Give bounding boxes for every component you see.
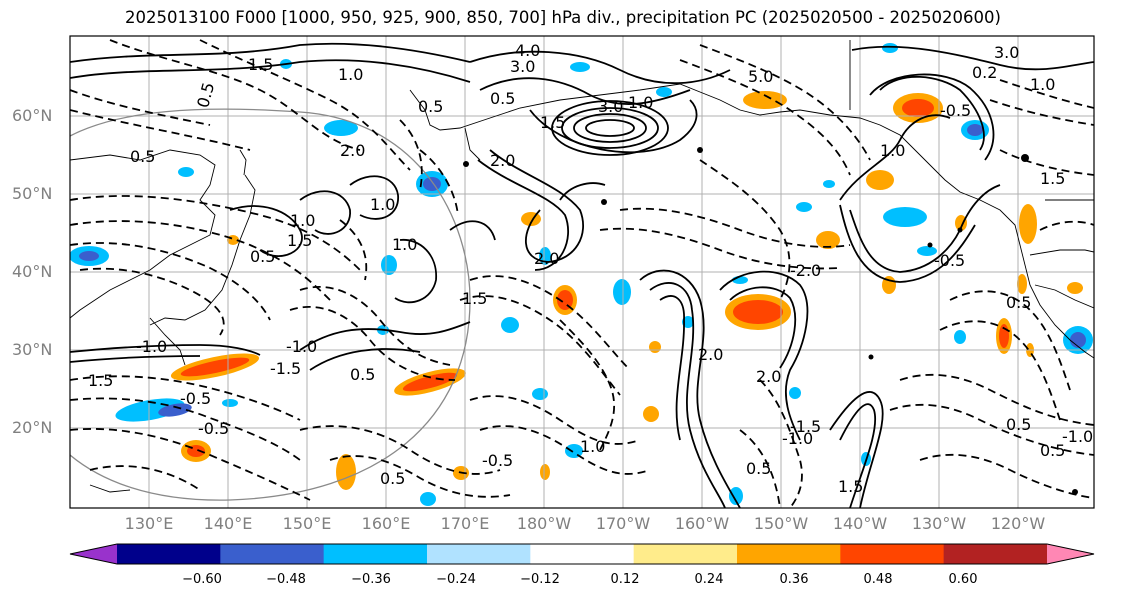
colorbar-segment [220,544,325,564]
contour-label: 1.0 [370,195,395,214]
lon-label: 150°W [753,514,809,533]
chart-title: 2025013100 F000 [1000, 950, 925, 900, 85… [125,8,1001,27]
contour-label: -0.5 [934,251,965,270]
contour-label: -1.0 [136,337,167,356]
colorbar-segment [530,544,635,564]
colorbar-tick-label: 0.48 [863,572,893,587]
contour-label: 0.5 [746,459,771,478]
colorbar-segment [117,544,221,564]
colorbar-tick-label: 0.36 [779,572,809,587]
contour-label: 1.0 [338,65,363,84]
contour-label: 1.5 [838,477,863,496]
contour-label: 1.0 [628,93,653,112]
colorbar-tick-label: −0.60 [182,572,222,587]
colorbar-segment [323,544,428,564]
contour-label: 2.0 [534,249,559,268]
contour-label: -1.0 [286,337,317,356]
colorbar-tick-label: −0.24 [436,572,476,587]
contour-label: -0.5 [482,451,513,470]
lon-label: 130°E [124,514,174,533]
lon-label: 120°W [990,514,1046,533]
contour-label: 2.0 [340,141,365,160]
colorbar-segments [117,544,1048,564]
contour-label: 2.0 [698,345,723,364]
contour-label: 3.0 [510,57,535,76]
contour-label: 1.0 [580,437,605,456]
contour-label: 5.0 [748,67,773,86]
lon-label: 140°W [832,514,888,533]
lon-label: 180°W [516,514,572,533]
positive-contours [70,42,1094,508]
contour-label: 2.0 [490,151,515,170]
contour-label: 0.5 [1006,293,1031,312]
negative-contours [70,39,1094,508]
contour-label: 1.0 [880,141,905,160]
lon-label: 140°E [203,514,253,533]
coastlines [70,40,1094,493]
contour-label: -2.0 [790,261,821,280]
lat-label: 60°N [12,106,53,125]
colorbar-max-extension [1047,544,1094,564]
contour-label: 0.5 [490,89,515,108]
colorbar-segment [427,544,531,564]
contour-label: 3.0 [598,97,623,116]
colorbar-segment [943,544,1048,564]
contour-label: 0.2 [972,63,997,82]
colorbar-tick-label: 0.12 [610,572,640,587]
contour-label: 0.5 [250,247,275,266]
contour-label: 0.5 [380,469,405,488]
lon-label: 130°W [911,514,967,533]
colorbar-tick-label: 0.24 [694,572,724,587]
lon-label: 160°E [361,514,411,533]
colorbar-segment [737,544,841,564]
contour-label: 1.5 [248,55,273,74]
colorbar-segment [633,544,738,564]
contour-label: -1.5 [790,417,821,436]
contour-label: 1.0 [1030,75,1055,94]
contour-label: -0.5 [180,389,211,408]
lon-label: 170°W [595,514,651,533]
contour-label: 1.0 [290,211,315,230]
contour-label: -0.5 [198,419,229,438]
contour-label: -1.0 [782,429,813,448]
colorbar-min-extension [70,544,117,564]
colorbar-tick-label: 0.60 [948,572,978,587]
colorbar-tick-label: −0.48 [266,572,306,587]
lon-label: 150°E [282,514,332,533]
contour-label: 2.0 [756,367,781,386]
contour-fragments [463,147,1078,495]
lat-label: 50°N [12,184,53,203]
contour-label: 4.0 [515,41,540,60]
lon-label: 160°W [674,514,730,533]
contour-label: 1.5 [540,113,565,132]
contour-label: 1.5 [88,371,113,390]
contour-label: 0.5 [130,147,155,166]
contour-label: 1.5 [462,289,487,308]
great-circle-arc [70,108,471,501]
colorbar [69,543,1095,565]
colorbar-segment [840,544,945,564]
lat-label: 20°N [12,418,53,437]
contour-label: 0.5 [1040,441,1065,460]
contour-label: -0.5 [940,101,971,120]
contour-label: 0.5 [350,365,375,384]
map-frame [69,35,1095,509]
lat-label: 40°N [12,262,53,281]
contour-label: 1.5 [287,231,312,250]
colorbar-tick-label: −0.36 [351,572,391,587]
contour-label: -1.0 [1062,427,1093,446]
contour-label: 3.0 [994,43,1019,62]
contour-labels: 4.0 3.0 1.5 0.5 0.5 1.0 1.5 5.0 1.0 0.5 … [88,41,1093,496]
contour-label: 1.5 [1040,169,1065,188]
contour-label: 0.5 [418,97,443,116]
contour-label: -1.5 [270,359,301,378]
colorbar-tick-label: −0.12 [520,572,560,587]
contour-label: 0.5 [1006,415,1031,434]
contour-label: 1.0 [392,235,417,254]
lat-label: 30°N [12,340,53,359]
lon-label: 170°E [440,514,490,533]
